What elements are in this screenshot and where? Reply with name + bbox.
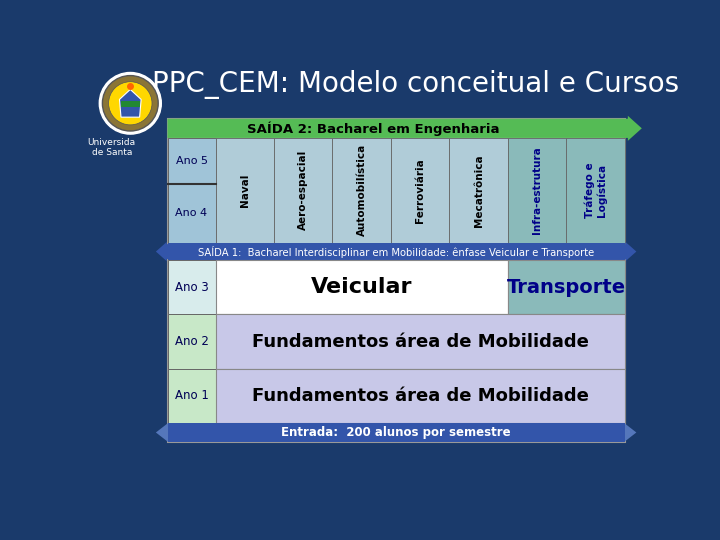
Text: Entrada:  200 alunos por semestre: Entrada: 200 alunos por semestre xyxy=(282,426,511,439)
Text: Ano 5: Ano 5 xyxy=(176,156,207,166)
FancyArrow shape xyxy=(590,423,636,442)
Text: Mecatrônica: Mecatrônica xyxy=(474,154,484,227)
Bar xyxy=(333,138,391,243)
Circle shape xyxy=(109,82,152,125)
Text: Naval: Naval xyxy=(240,174,250,207)
Bar xyxy=(391,138,449,243)
Bar xyxy=(168,423,625,442)
Bar xyxy=(274,138,333,243)
Text: Tráfego e
Logística: Tráfego e Logística xyxy=(584,163,607,218)
Text: SAÍDA 2: Bacharel em Engenharia: SAÍDA 2: Bacharel em Engenharia xyxy=(247,121,500,136)
Bar xyxy=(168,243,625,260)
Text: Ferroviária: Ferroviária xyxy=(415,158,425,222)
FancyArrow shape xyxy=(156,242,183,261)
Bar xyxy=(168,138,625,243)
Text: PPC_CEM: Modelo conceitual e Cursos: PPC_CEM: Modelo conceitual e Cursos xyxy=(152,70,679,98)
Text: Transporte: Transporte xyxy=(507,278,626,297)
Text: Veicular: Veicular xyxy=(311,278,413,298)
Bar xyxy=(215,260,508,314)
Text: Ano 2: Ano 2 xyxy=(174,335,209,348)
FancyArrow shape xyxy=(156,423,202,442)
Bar xyxy=(168,369,215,423)
Text: Ano 1: Ano 1 xyxy=(174,389,209,402)
Bar xyxy=(508,138,567,243)
Bar xyxy=(215,314,625,369)
Bar xyxy=(168,119,625,442)
FancyArrow shape xyxy=(609,242,636,261)
Text: Fundamentos área de Mobilidade: Fundamentos área de Mobilidade xyxy=(252,387,588,405)
Text: Aero-espacial: Aero-espacial xyxy=(298,150,308,231)
Text: Automobilística: Automobilística xyxy=(356,144,366,237)
Text: Fundamentos área de Mobilidade: Fundamentos área de Mobilidade xyxy=(252,333,588,350)
Bar xyxy=(168,138,215,184)
Bar xyxy=(168,314,215,369)
Text: Infra-estrutura: Infra-estrutura xyxy=(532,146,542,234)
Text: Ano 3: Ano 3 xyxy=(175,281,208,294)
Bar xyxy=(215,369,625,423)
Circle shape xyxy=(99,72,161,134)
FancyArrow shape xyxy=(168,116,642,141)
Bar xyxy=(215,138,274,243)
Bar xyxy=(508,260,625,314)
Bar xyxy=(168,260,215,314)
Text: SAÍDA 1:  Bacharel Interdisciplinar em Mobilidade: ênfase Veicular e Transporte: SAÍDA 1: Bacharel Interdisciplinar em Mo… xyxy=(198,246,594,258)
Bar xyxy=(168,184,215,243)
Polygon shape xyxy=(120,90,141,117)
Circle shape xyxy=(102,76,158,131)
Text: Universida
de Santa: Universida de Santa xyxy=(88,138,136,157)
Bar xyxy=(449,138,508,243)
Bar xyxy=(567,138,625,243)
Bar xyxy=(121,101,140,107)
Text: Ano 4: Ano 4 xyxy=(176,208,207,219)
